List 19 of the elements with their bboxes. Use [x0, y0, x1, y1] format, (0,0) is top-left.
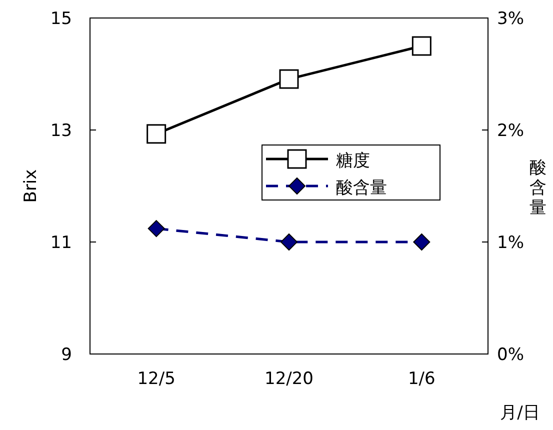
x-tick-label: 12/20 [264, 369, 314, 389]
x-axis-title: 月/日 [500, 403, 540, 423]
y-tick-label: 15 [50, 9, 72, 29]
point [412, 36, 432, 56]
y-tick-label: 11 [50, 233, 72, 253]
y-axis-title: Brix [21, 169, 41, 203]
x-tick-label: 12/5 [137, 369, 176, 389]
y2-tick-label: 1% [497, 233, 524, 253]
y2-axis-title: 酸含量 [530, 158, 546, 218]
point [146, 124, 166, 144]
y-tick-label: 9 [61, 345, 72, 365]
y2-tick-label: 2% [497, 121, 524, 141]
legend-label: 糖度 [336, 151, 370, 171]
y-tick-label: 13 [50, 121, 72, 141]
x-tick-label: 1/6 [408, 369, 436, 389]
point [279, 69, 299, 89]
y2-tick-label: 3% [497, 9, 524, 29]
y2-tick-label: 0% [497, 345, 524, 365]
legend-label: 酸含量 [336, 178, 387, 198]
